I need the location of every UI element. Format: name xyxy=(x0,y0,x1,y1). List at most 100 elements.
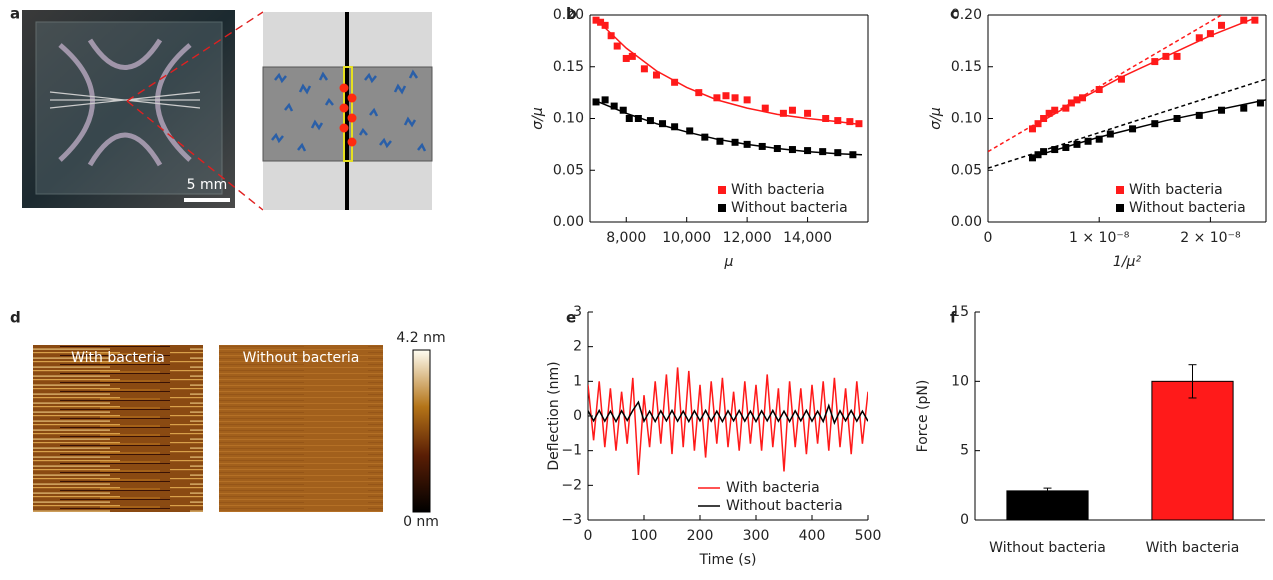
data-point xyxy=(695,89,703,97)
data-point xyxy=(731,94,739,102)
data-point xyxy=(1073,140,1081,148)
y-tick-label: 0.00 xyxy=(951,214,982,230)
zoom-lines xyxy=(126,11,264,211)
data-point xyxy=(1095,86,1103,94)
y-tick-label: 1 xyxy=(573,373,582,389)
x-tick-label: 14,000 xyxy=(783,230,832,246)
data-point xyxy=(1129,125,1137,133)
y-tick-label: 0.20 xyxy=(951,7,982,23)
bacteria xyxy=(271,69,427,152)
data-point xyxy=(1173,115,1181,122)
data-point xyxy=(671,123,679,131)
data-point xyxy=(1151,58,1159,66)
panel-label: b xyxy=(566,5,577,23)
legend-label: With bacteria xyxy=(726,480,820,496)
data-point xyxy=(607,32,615,40)
data-point xyxy=(788,106,796,114)
data-point xyxy=(1040,148,1048,156)
data-point xyxy=(743,96,751,104)
y-tick-label: 15 xyxy=(951,304,969,320)
colorbar xyxy=(412,349,431,513)
data-point xyxy=(640,65,648,73)
fit-line xyxy=(988,15,1222,153)
data-point xyxy=(1045,109,1053,117)
data-point xyxy=(1067,99,1075,107)
data-point xyxy=(1073,96,1081,104)
data-point xyxy=(1095,135,1103,143)
afm-title: Without bacteria xyxy=(243,350,360,366)
data-point xyxy=(761,104,769,112)
data-point xyxy=(716,137,724,145)
y-tick-label: 0.15 xyxy=(553,59,584,75)
y-tick-label: 0.05 xyxy=(553,162,584,178)
fit-line xyxy=(595,100,862,156)
y-tick-label: 0 xyxy=(573,408,582,424)
data-point xyxy=(1251,16,1259,24)
y-tick-label: 10 xyxy=(951,373,969,389)
device-photo xyxy=(22,10,235,208)
membrane xyxy=(49,91,201,109)
data-point xyxy=(652,71,660,79)
data-point xyxy=(613,42,621,50)
data-point xyxy=(834,149,842,157)
data-point xyxy=(1117,75,1125,83)
legend-swatch xyxy=(718,204,726,212)
data-point xyxy=(1240,104,1248,112)
y-tick-label: 5 xyxy=(960,443,969,459)
x-tick-label: With bacteria xyxy=(1146,540,1240,556)
data-point xyxy=(1106,130,1114,138)
data-point xyxy=(1040,115,1048,122)
panel-label: d xyxy=(10,309,21,327)
bar xyxy=(1151,380,1234,521)
colorbar-label: 4.2 nm xyxy=(396,330,445,346)
data-point xyxy=(822,115,830,122)
data-point xyxy=(634,115,642,122)
data-point xyxy=(1028,154,1036,162)
x-tick-label: 400 xyxy=(799,528,826,544)
legend-label: With bacteria xyxy=(1129,182,1223,198)
legend-swatch xyxy=(1116,186,1124,194)
trace xyxy=(588,400,868,425)
afm-title: With bacteria xyxy=(71,350,165,366)
data-point xyxy=(601,96,609,104)
data-point xyxy=(619,106,627,114)
data-point xyxy=(1218,106,1226,114)
panel-label: f xyxy=(950,309,957,327)
y-axis-label: σ/μ xyxy=(928,107,944,130)
panel-label: c xyxy=(950,5,959,23)
data-point xyxy=(671,78,679,86)
data-point xyxy=(622,54,630,62)
y-tick-label: 0.15 xyxy=(951,59,982,75)
data-point xyxy=(846,118,854,126)
data-point xyxy=(592,98,600,106)
x-tick-label: 2 × 10⁻⁸ xyxy=(1180,230,1241,246)
y-tick-label: 0.20 xyxy=(553,7,584,23)
data-point xyxy=(788,146,796,154)
x-axis-label: 1/μ² xyxy=(1113,254,1142,270)
data-point xyxy=(1051,106,1059,114)
data-point xyxy=(601,21,609,29)
x-axis-label: Time (s) xyxy=(699,552,757,568)
x-tick-label: 10,000 xyxy=(662,230,711,246)
data-point xyxy=(1162,52,1170,60)
data-point xyxy=(610,102,618,110)
data-point xyxy=(646,117,654,125)
data-point xyxy=(1151,120,1159,128)
y-axis-label: Deflection (nm) xyxy=(546,361,562,470)
data-point xyxy=(659,120,667,128)
x-tick-label: 100 xyxy=(631,528,658,544)
data-point xyxy=(722,92,730,100)
bar xyxy=(1006,490,1089,521)
data-point xyxy=(597,18,605,26)
y-tick-label: 0.10 xyxy=(553,111,584,127)
y-axis-label: Force (pN) xyxy=(915,380,931,453)
beads xyxy=(339,83,357,147)
afm-image xyxy=(219,345,383,512)
y-tick-label: 3 xyxy=(573,304,582,320)
x-tick-label: 12,000 xyxy=(723,230,772,246)
data-point xyxy=(592,16,600,24)
data-point xyxy=(625,115,633,122)
y-tick-label: 0.05 xyxy=(951,162,982,178)
channels xyxy=(58,38,192,167)
